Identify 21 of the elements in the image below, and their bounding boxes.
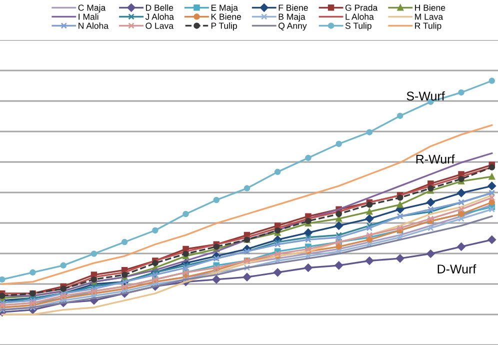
legend-label: R Tulip: [415, 22, 442, 31]
legend-label: D Belle: [146, 4, 174, 11]
legend-label: O Lava: [146, 22, 174, 29]
legend-label: I Mali: [78, 13, 98, 20]
legend-label: G Prada: [345, 4, 378, 11]
annotation: S-Wurf: [406, 91, 445, 100]
legend-label: L Aloha: [346, 13, 374, 20]
annotation: D-Wurf: [438, 264, 476, 274]
legend-label: C Maja: [78, 4, 106, 13]
legend-label: M Lava: [415, 14, 444, 20]
legend-label: Q Anny: [278, 22, 307, 31]
annotation: R-Wurf: [416, 154, 455, 164]
legend-label: F Biene: [278, 4, 308, 11]
legend-label: P Tulip: [211, 22, 237, 31]
legend-label: K Biene: [211, 13, 241, 20]
legend-label: J Aloha: [145, 13, 174, 20]
legend-label: N Aloha: [78, 22, 109, 29]
legend-label: B Maja: [278, 13, 306, 22]
legend-label: H Biene: [415, 4, 446, 11]
legend-label: E Maja: [211, 4, 238, 13]
legend-label: S Tulip: [345, 22, 372, 31]
